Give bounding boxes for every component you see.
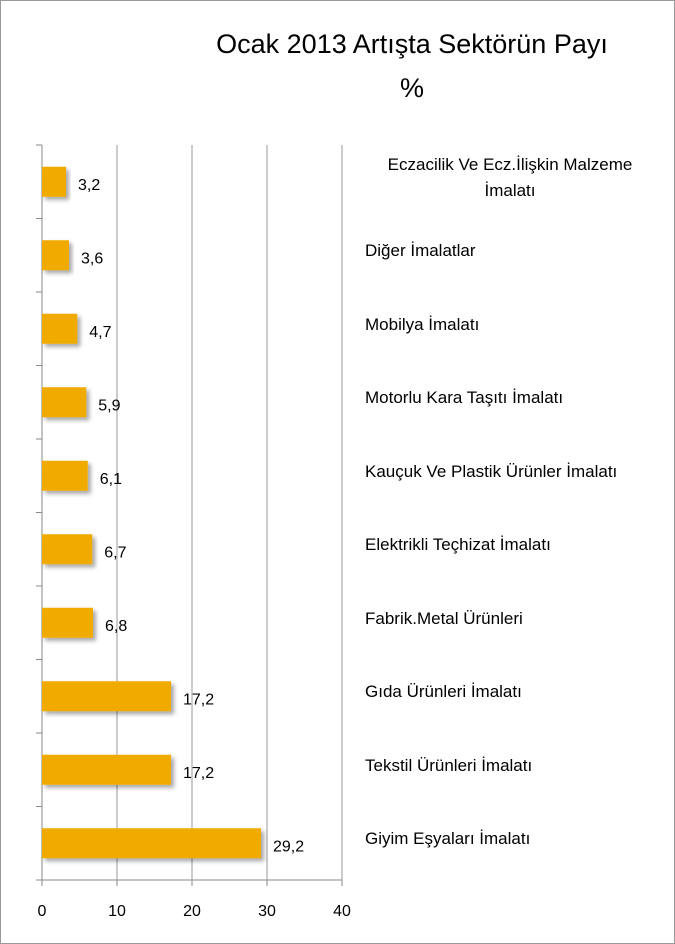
- value-label: 3,2: [78, 177, 100, 194]
- category-label: Mobilya İmalatı: [365, 314, 480, 334]
- bar: [42, 313, 78, 344]
- x-tick-label: 30: [258, 903, 276, 920]
- category-label: Kauçuk Ve Plastik Ürünler İmalatı: [365, 461, 618, 481]
- bar: [42, 681, 171, 712]
- x-tick-label: 0: [38, 903, 47, 920]
- category-label: Fabrik.Metal Ürünleri: [365, 608, 523, 628]
- bar: [42, 387, 87, 418]
- chart-subtitle: %: [400, 73, 424, 103]
- category-label: Giyim Eşyaları İmalatı: [365, 829, 531, 849]
- category-label: Gıda Ürünleri İmalatı: [365, 682, 522, 702]
- bar: [42, 607, 93, 638]
- x-tick-label: 10: [108, 903, 126, 920]
- category-label: Diğer İmalatlar: [365, 241, 476, 261]
- value-label: 6,8: [105, 618, 127, 635]
- value-label: 6,7: [104, 544, 126, 561]
- value-label: 3,6: [81, 250, 103, 267]
- bar: [42, 460, 88, 491]
- value-label: 6,1: [100, 471, 122, 488]
- category-label: Elektrikli Teçhizat İmalatı: [365, 535, 551, 555]
- value-label: 17,2: [183, 765, 214, 782]
- category-label: Tekstil Ürünleri İmalatı: [365, 755, 533, 775]
- category-label: Motorlu Kara Taşıtı İmalatı: [365, 388, 564, 408]
- bar: [42, 534, 93, 565]
- value-label: 5,9: [98, 397, 120, 414]
- x-tick-label: 20: [183, 903, 201, 920]
- value-label: 17,2: [183, 691, 214, 708]
- bar: [42, 240, 69, 271]
- category-label: Eczacilik Ve Ecz.İlişkin Malzeme İmalatı: [387, 154, 633, 200]
- bar: [42, 166, 66, 197]
- bar: [42, 754, 171, 785]
- bar: [42, 828, 261, 859]
- x-tick-label: 40: [333, 903, 351, 920]
- value-label: 29,2: [273, 838, 304, 855]
- chart-title: Ocak 2013 Artışta Sektörün Payı: [216, 29, 608, 59]
- value-label: 4,7: [89, 324, 111, 341]
